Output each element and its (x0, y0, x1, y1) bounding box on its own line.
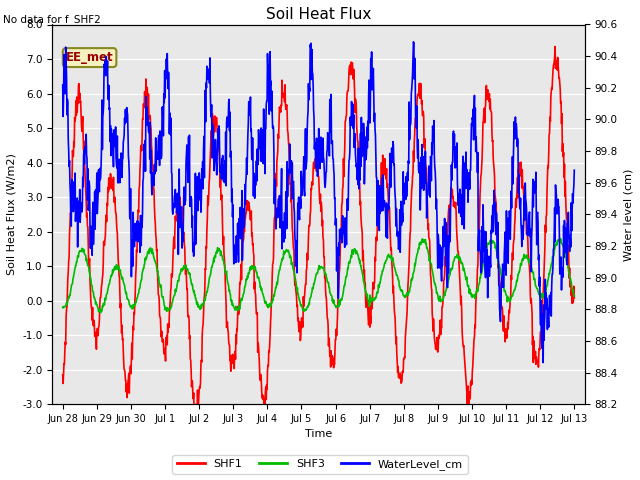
Text: EE_met: EE_met (66, 51, 113, 64)
WaterLevel_cm (59, 82, 67, 88)
SHF1 (328, 361, 336, 367)
SHF1 (232, 356, 239, 362)
SHF1 (145, 112, 153, 118)
Text: No data for f_SHF2: No data for f_SHF2 (3, 13, 101, 24)
Title: Soil Heat Flux: Soil Heat Flux (266, 7, 371, 22)
SHF1 (570, 295, 578, 300)
SHF1 (127, 363, 134, 369)
WaterLevel_cm (328, 141, 335, 146)
Line: SHF1: SHF1 (63, 47, 574, 420)
SHF3 (127, 303, 135, 309)
X-axis label: Time: Time (305, 430, 332, 440)
SHF1 (281, 82, 289, 88)
SHF3 (556, 235, 564, 241)
WaterLevel_cm (127, 186, 134, 192)
SHF3 (281, 250, 289, 256)
SHF1 (551, 44, 559, 49)
SHF3 (59, 305, 67, 311)
WaterLevel_cm (410, 39, 417, 45)
SHF3 (232, 307, 239, 313)
SHF3 (145, 246, 153, 252)
SHF3 (339, 293, 346, 299)
Legend: SHF1, SHF3, WaterLevel_cm: SHF1, SHF3, WaterLevel_cm (172, 455, 468, 474)
Line: WaterLevel_cm: WaterLevel_cm (63, 42, 574, 362)
WaterLevel_cm (540, 360, 547, 365)
SHF1 (191, 418, 199, 423)
SHF3 (570, 293, 578, 299)
WaterLevel_cm (281, 210, 289, 216)
WaterLevel_cm (339, 233, 346, 239)
WaterLevel_cm (231, 242, 239, 248)
SHF3 (97, 310, 104, 315)
SHF3 (328, 294, 336, 300)
WaterLevel_cm (570, 168, 578, 173)
WaterLevel_cm (145, 130, 153, 136)
Line: SHF3: SHF3 (63, 238, 574, 312)
SHF1 (339, 186, 346, 192)
Y-axis label: Water level (cm): Water level (cm) (623, 168, 633, 261)
SHF1 (59, 372, 67, 378)
Y-axis label: Soil Heat Flux (W/m2): Soil Heat Flux (W/m2) (7, 154, 17, 275)
